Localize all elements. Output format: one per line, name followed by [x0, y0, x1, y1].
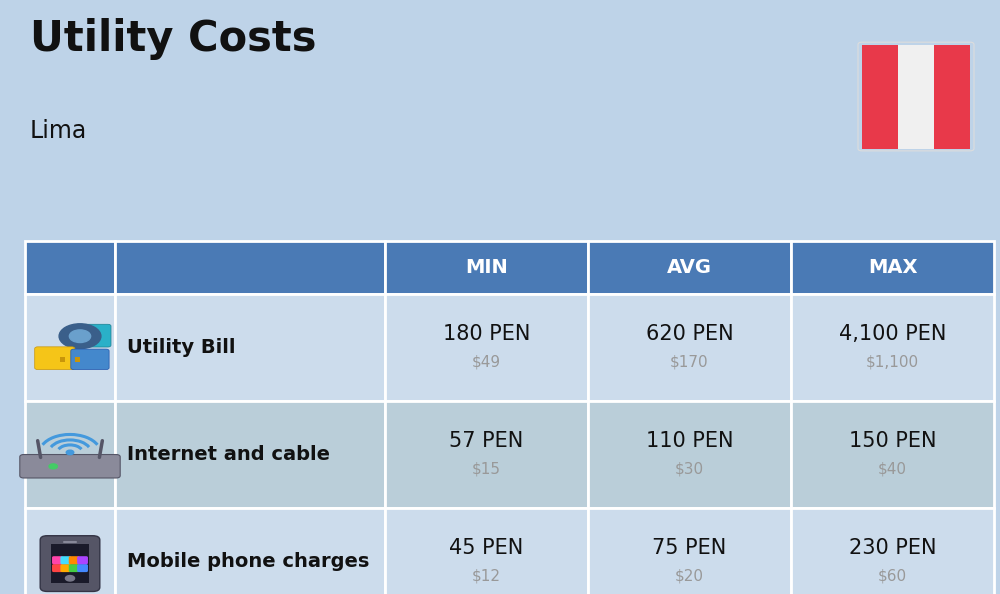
- FancyBboxPatch shape: [115, 241, 385, 294]
- FancyBboxPatch shape: [791, 294, 994, 401]
- FancyBboxPatch shape: [862, 45, 970, 148]
- FancyBboxPatch shape: [25, 401, 115, 508]
- Circle shape: [66, 450, 74, 454]
- FancyBboxPatch shape: [588, 294, 791, 401]
- Circle shape: [59, 324, 101, 349]
- Text: 180 PEN: 180 PEN: [443, 324, 530, 345]
- FancyBboxPatch shape: [791, 401, 994, 508]
- Circle shape: [65, 576, 75, 581]
- Text: 4,100 PEN: 4,100 PEN: [839, 324, 946, 345]
- FancyBboxPatch shape: [115, 294, 385, 401]
- Text: Internet and cable: Internet and cable: [127, 445, 330, 464]
- Text: Lima: Lima: [30, 119, 87, 143]
- FancyBboxPatch shape: [385, 241, 588, 294]
- FancyBboxPatch shape: [934, 45, 970, 148]
- Text: $49: $49: [472, 355, 501, 370]
- FancyBboxPatch shape: [77, 564, 88, 572]
- FancyBboxPatch shape: [35, 347, 75, 369]
- Text: $1,100: $1,100: [866, 355, 919, 370]
- FancyBboxPatch shape: [40, 536, 100, 592]
- Text: $60: $60: [878, 568, 907, 584]
- FancyBboxPatch shape: [385, 508, 588, 594]
- FancyBboxPatch shape: [75, 324, 111, 347]
- Text: $12: $12: [472, 568, 501, 584]
- FancyBboxPatch shape: [60, 356, 65, 362]
- FancyBboxPatch shape: [25, 241, 115, 294]
- FancyBboxPatch shape: [60, 564, 71, 572]
- Text: 620 PEN: 620 PEN: [646, 324, 733, 345]
- FancyBboxPatch shape: [75, 356, 80, 362]
- FancyBboxPatch shape: [71, 349, 109, 369]
- Text: Utility Bill: Utility Bill: [127, 338, 236, 357]
- FancyBboxPatch shape: [791, 508, 994, 594]
- Text: MIN: MIN: [465, 258, 508, 277]
- Text: 57 PEN: 57 PEN: [449, 431, 524, 451]
- FancyBboxPatch shape: [588, 508, 791, 594]
- Text: 230 PEN: 230 PEN: [849, 538, 936, 558]
- Text: $20: $20: [675, 568, 704, 584]
- FancyBboxPatch shape: [51, 544, 89, 583]
- Text: Utility Costs: Utility Costs: [30, 18, 316, 60]
- Text: 150 PEN: 150 PEN: [849, 431, 936, 451]
- Text: MAX: MAX: [868, 258, 917, 277]
- Text: $30: $30: [675, 462, 704, 477]
- FancyBboxPatch shape: [588, 401, 791, 508]
- Text: AVG: AVG: [667, 258, 712, 277]
- FancyBboxPatch shape: [25, 508, 115, 594]
- FancyBboxPatch shape: [385, 294, 588, 401]
- FancyBboxPatch shape: [25, 294, 115, 401]
- Text: 75 PEN: 75 PEN: [652, 538, 727, 558]
- FancyBboxPatch shape: [69, 564, 80, 572]
- Text: $170: $170: [670, 355, 709, 370]
- FancyBboxPatch shape: [791, 241, 994, 294]
- FancyBboxPatch shape: [60, 556, 71, 564]
- Text: Mobile phone charges: Mobile phone charges: [127, 552, 369, 571]
- FancyBboxPatch shape: [52, 556, 63, 564]
- FancyBboxPatch shape: [69, 556, 80, 564]
- Text: 110 PEN: 110 PEN: [646, 431, 733, 451]
- FancyBboxPatch shape: [20, 454, 120, 478]
- Text: $15: $15: [472, 462, 501, 477]
- Circle shape: [49, 464, 57, 469]
- Text: 45 PEN: 45 PEN: [449, 538, 524, 558]
- FancyBboxPatch shape: [52, 564, 63, 572]
- FancyBboxPatch shape: [115, 508, 385, 594]
- Text: $40: $40: [878, 462, 907, 477]
- FancyBboxPatch shape: [115, 401, 385, 508]
- FancyBboxPatch shape: [862, 45, 898, 148]
- FancyBboxPatch shape: [588, 241, 791, 294]
- Circle shape: [69, 330, 91, 343]
- FancyBboxPatch shape: [385, 401, 588, 508]
- FancyBboxPatch shape: [77, 556, 88, 564]
